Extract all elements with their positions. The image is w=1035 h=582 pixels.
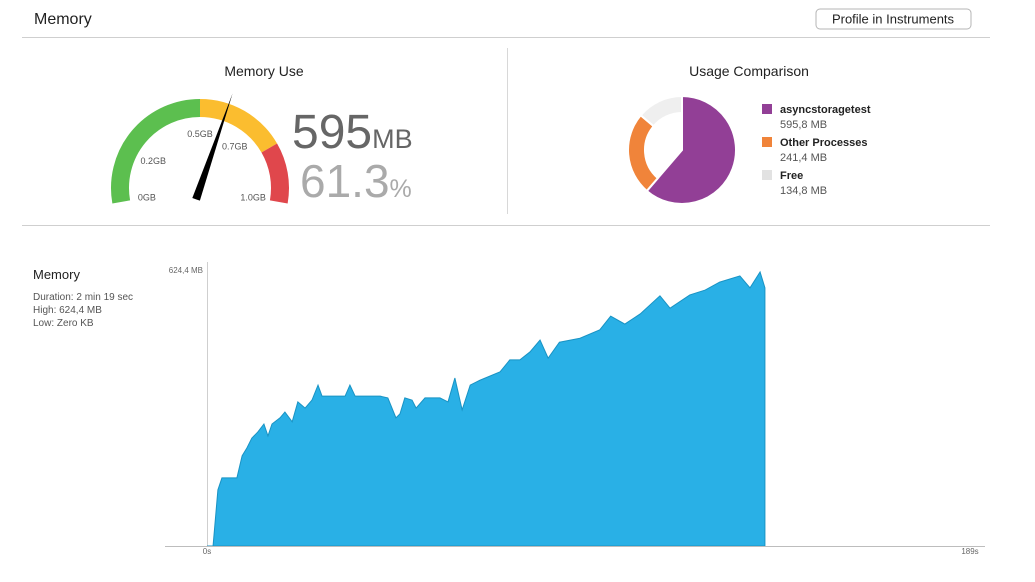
legend-value: 134,8 MB xyxy=(780,185,827,197)
legend-name: Other Processes xyxy=(780,137,867,149)
gauge-zone xyxy=(199,99,278,153)
gauge-tick-label: 0.7GB xyxy=(222,142,248,152)
pie-slice xyxy=(645,94,737,205)
profile-button[interactable]: Profile in Instruments xyxy=(815,8,972,30)
timeline-title: Memory xyxy=(33,267,80,282)
x-tick-label: 0s xyxy=(203,547,211,556)
memory-area xyxy=(207,270,766,547)
section-title: Memory Use xyxy=(224,63,304,79)
button-label[interactable]: Profile in Instruments xyxy=(832,12,955,27)
gauge-tick-label: 0.5GB xyxy=(187,129,213,139)
timeline-detail: High: 624,4 MB xyxy=(33,305,102,316)
y-tick-label: 624,4 MB xyxy=(169,266,203,275)
pie-slice xyxy=(639,94,683,128)
legend-value: 241,4 MB xyxy=(780,152,827,164)
section-title: Usage Comparison xyxy=(689,63,809,79)
button-frame[interactable] xyxy=(815,8,972,30)
percent-unit: % xyxy=(390,175,412,203)
legend-value: 595,8 MB xyxy=(780,119,827,131)
readout-unit: MB xyxy=(372,124,413,154)
readout-value: 595 xyxy=(292,106,372,159)
gauge-tick-label: 0.2GB xyxy=(140,156,166,166)
readout: 595MB xyxy=(292,106,413,159)
header-title: Memory xyxy=(34,11,92,28)
gauge-tick-label: 1.0GB xyxy=(240,192,266,202)
gauge-tick-label: 0GB xyxy=(138,192,156,202)
percent-value: 61.3 xyxy=(300,155,390,207)
legend-name: asyncstoragetest xyxy=(780,104,871,116)
gauge-zone xyxy=(111,99,201,204)
gauge-needle xyxy=(192,93,233,201)
legend-swatch xyxy=(762,137,772,147)
timeline-detail: Duration: 2 min 19 sec xyxy=(33,292,133,303)
legend-swatch xyxy=(762,104,772,114)
gauge-zone xyxy=(261,143,289,204)
percent: 61.3% xyxy=(300,155,412,207)
legend-name: Free xyxy=(780,170,803,182)
x-tick-label: 189s xyxy=(961,547,978,556)
timeline-detail: Low: Zero KB xyxy=(33,318,94,329)
legend-swatch xyxy=(762,170,772,180)
